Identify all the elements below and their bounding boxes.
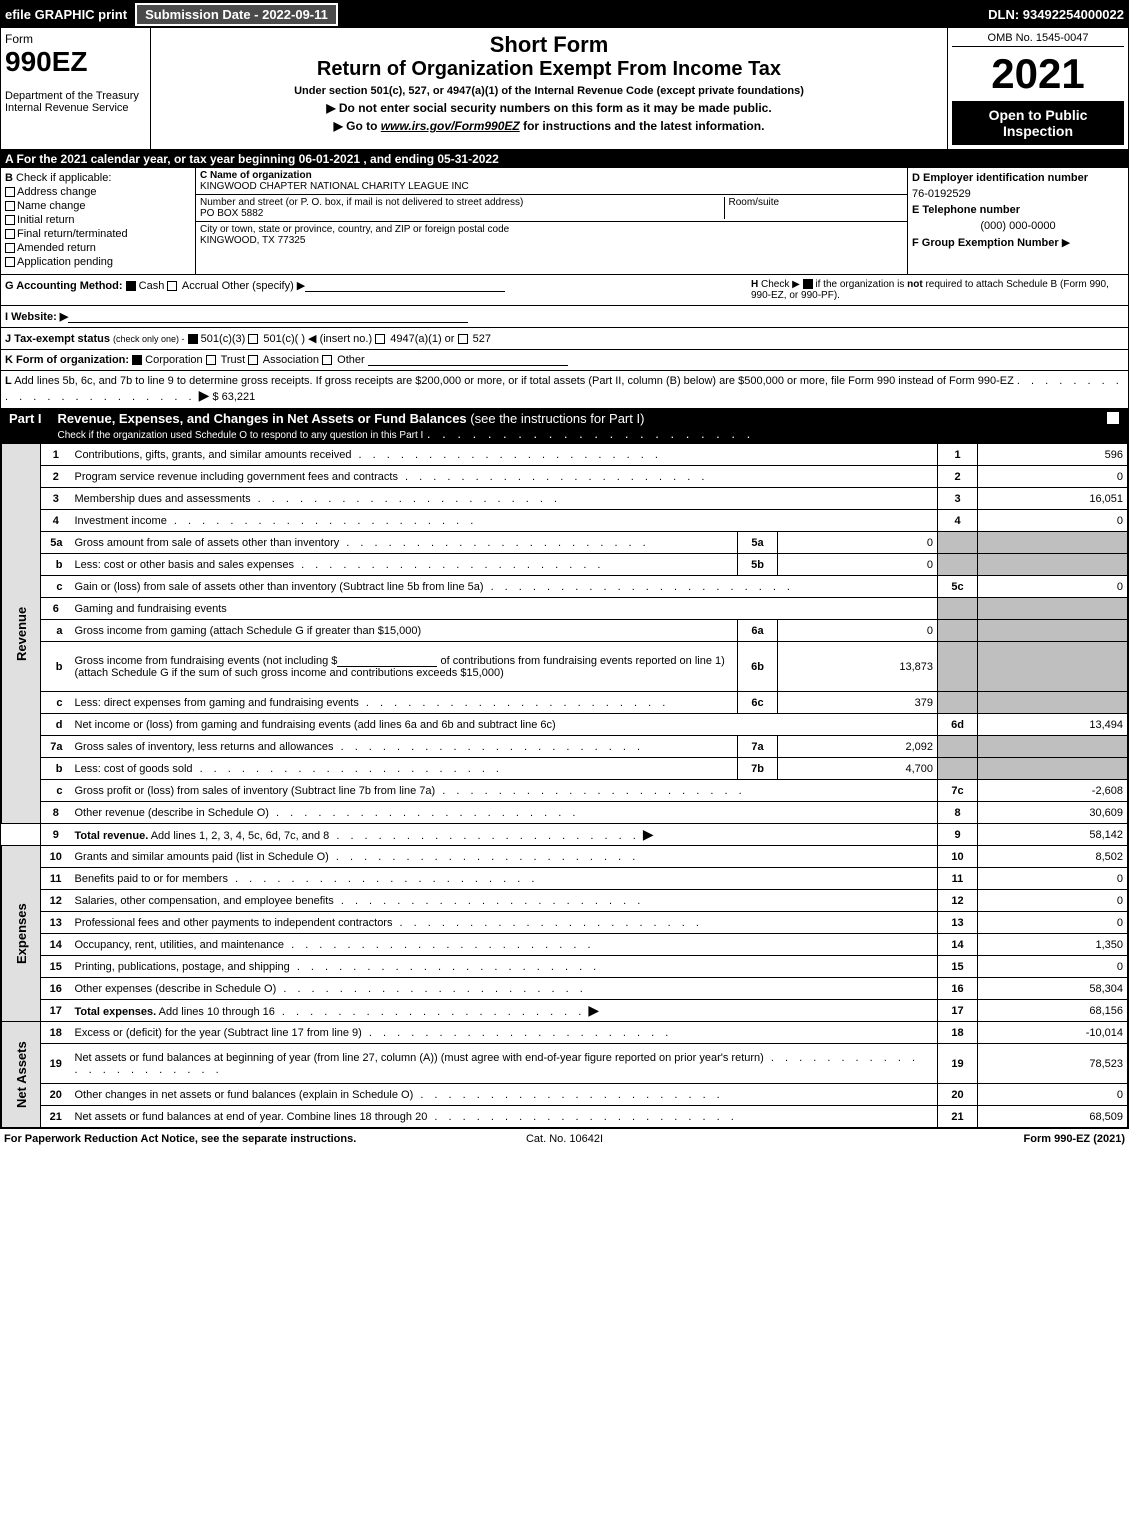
line-15-value: 0 xyxy=(978,956,1128,978)
top-bar: efile GRAPHIC print Submission Date - 20… xyxy=(1,1,1128,28)
accrual-checkbox[interactable] xyxy=(167,281,177,291)
line-5c-value: 0 xyxy=(978,576,1128,598)
line-14-value: 1,350 xyxy=(978,934,1128,956)
submission-date: Submission Date - 2022-09-11 xyxy=(135,3,338,26)
ein-label: D Employer identification number xyxy=(912,172,1124,184)
revenue-side-label: Revenue xyxy=(2,444,41,824)
form-lines-table: Revenue 1 Contributions, gifts, grants, … xyxy=(1,443,1128,1128)
header-left: Form 990EZ Department of the Treasury In… xyxy=(1,28,151,149)
line-20-value: 0 xyxy=(978,1084,1128,1106)
line-11-value: 0 xyxy=(978,868,1128,890)
dln-label: DLN: 93492254000022 xyxy=(988,7,1124,22)
line-1-value: 596 xyxy=(978,444,1128,466)
section-j: J Tax-exempt status (check only one) - 5… xyxy=(1,328,1128,350)
checkbox-final-return[interactable]: Final return/terminated xyxy=(5,228,191,240)
city-value: KINGWOOD, TX 77325 xyxy=(200,235,509,246)
trust-checkbox[interactable] xyxy=(206,355,216,365)
city-label: City or town, state or province, country… xyxy=(200,224,509,235)
line-16-value: 58,304 xyxy=(978,978,1128,1000)
checkbox-application-pending[interactable]: Application pending xyxy=(5,256,191,268)
schedule-o-checkbox[interactable]: ✓ xyxy=(1106,411,1120,425)
department-label: Department of the Treasury Internal Reve… xyxy=(5,90,146,114)
org-name-label: C Name of organization xyxy=(200,170,903,181)
form-number: 990EZ xyxy=(5,46,146,78)
ein-value: 76-0192529 xyxy=(912,188,1124,200)
section-i: I Website: ▶ xyxy=(1,306,1128,328)
association-checkbox[interactable] xyxy=(248,355,258,365)
other-checkbox[interactable] xyxy=(322,355,332,365)
street-label: Number and street (or P. O. box, if mail… xyxy=(200,197,724,208)
line-6c-value: 379 xyxy=(778,692,938,714)
org-name-value: KINGWOOD CHAPTER NATIONAL CHARITY LEAGUE… xyxy=(200,181,903,192)
line-7a-value: 2,092 xyxy=(778,736,938,758)
form-subtitle: Under section 501(c), 527, or 4947(a)(1)… xyxy=(155,85,943,97)
line-18-value: -10,014 xyxy=(978,1022,1128,1044)
line-2-value: 0 xyxy=(978,466,1128,488)
tax-year: 2021 xyxy=(952,53,1124,95)
irs-link[interactable]: www.irs.gov/Form990EZ xyxy=(381,119,520,133)
group-exemption: F Group Exemption Number ▶ xyxy=(912,236,1124,249)
form-word: Form xyxy=(5,32,146,46)
line-8-value: 30,609 xyxy=(978,802,1128,824)
open-public-label: Open to Public Inspection xyxy=(952,101,1124,145)
part1-header: Part I Revenue, Expenses, and Changes in… xyxy=(1,409,1128,443)
checkbox-address-change[interactable]: Address change xyxy=(5,186,191,198)
section-g-h: G Accounting Method: Cash Accrual Other … xyxy=(1,275,1128,306)
section-l: L Add lines 5b, 6c, and 7b to line 9 to … xyxy=(1,371,1128,409)
form-header: Form 990EZ Department of the Treasury In… xyxy=(1,28,1128,150)
footer-right: Form 990-EZ (2021) xyxy=(751,1133,1125,1145)
line-13-value: 0 xyxy=(978,912,1128,934)
501c-checkbox[interactable] xyxy=(248,334,258,344)
checkbox-amended-return[interactable]: Amended return xyxy=(5,242,191,254)
line-6d-value: 13,494 xyxy=(978,714,1128,736)
line-17-value: 68,156 xyxy=(978,1000,1128,1022)
expenses-side-label: Expenses xyxy=(2,846,41,1022)
corporation-checkbox[interactable] xyxy=(132,355,142,365)
line-7b-value: 4,700 xyxy=(778,758,938,780)
line-5a-value: 0 xyxy=(778,532,938,554)
footer-left: For Paperwork Reduction Act Notice, see … xyxy=(4,1133,378,1145)
section-a: A For the 2021 calendar year, or tax yea… xyxy=(1,150,1128,168)
phone-value: (000) 000-0000 xyxy=(912,220,1124,232)
4947-checkbox[interactable] xyxy=(375,334,385,344)
line-21-value: 68,509 xyxy=(978,1106,1128,1128)
instruction-1: ▶ Do not enter social security numbers o… xyxy=(155,101,943,115)
line-5b-value: 0 xyxy=(778,554,938,576)
omb-number: OMB No. 1545-0047 xyxy=(952,32,1124,47)
line-3-value: 16,051 xyxy=(978,488,1128,510)
line-9-value: 58,142 xyxy=(978,824,1128,846)
page-footer: For Paperwork Reduction Act Notice, see … xyxy=(0,1129,1129,1149)
line-19-value: 78,523 xyxy=(978,1044,1128,1084)
cash-checkbox[interactable] xyxy=(126,281,136,291)
footer-center: Cat. No. 10642I xyxy=(378,1133,752,1145)
527-checkbox[interactable] xyxy=(458,334,468,344)
checkbox-name-change[interactable]: Name change xyxy=(5,200,191,212)
501c3-checkbox[interactable] xyxy=(188,334,198,344)
line-7c-value: -2,608 xyxy=(978,780,1128,802)
header-right: OMB No. 1545-0047 2021 Open to Public In… xyxy=(948,28,1128,149)
line-10-value: 8,502 xyxy=(978,846,1128,868)
section-c: C Name of organization KINGWOOD CHAPTER … xyxy=(196,168,908,274)
line-6a-value: 0 xyxy=(778,620,938,642)
section-d-e-f: D Employer identification number 76-0192… xyxy=(908,168,1128,274)
instruction-2: ▶ Go to www.irs.gov/Form990EZ for instru… xyxy=(155,119,943,133)
checkbox-initial-return[interactable]: Initial return xyxy=(5,214,191,226)
short-form-label: Short Form xyxy=(155,32,943,58)
info-grid: B Check if applicable: Address change Na… xyxy=(1,168,1128,275)
form-title: Return of Organization Exempt From Incom… xyxy=(155,58,943,81)
schedule-b-checkbox[interactable] xyxy=(803,279,813,289)
room-label: Room/suite xyxy=(729,197,904,208)
netassets-side-label: Net Assets xyxy=(2,1022,41,1128)
header-center: Short Form Return of Organization Exempt… xyxy=(151,28,948,149)
phone-label: E Telephone number xyxy=(912,204,1124,216)
line-12-value: 0 xyxy=(978,890,1128,912)
section-k: K Form of organization: Corporation Trus… xyxy=(1,350,1128,371)
section-b: B Check if applicable: Address change Na… xyxy=(1,168,196,274)
street-value: PO BOX 5882 xyxy=(200,208,724,219)
line-4-value: 0 xyxy=(978,510,1128,532)
line-6b-value: 13,873 xyxy=(778,642,938,692)
efile-label: efile GRAPHIC print xyxy=(5,7,127,22)
